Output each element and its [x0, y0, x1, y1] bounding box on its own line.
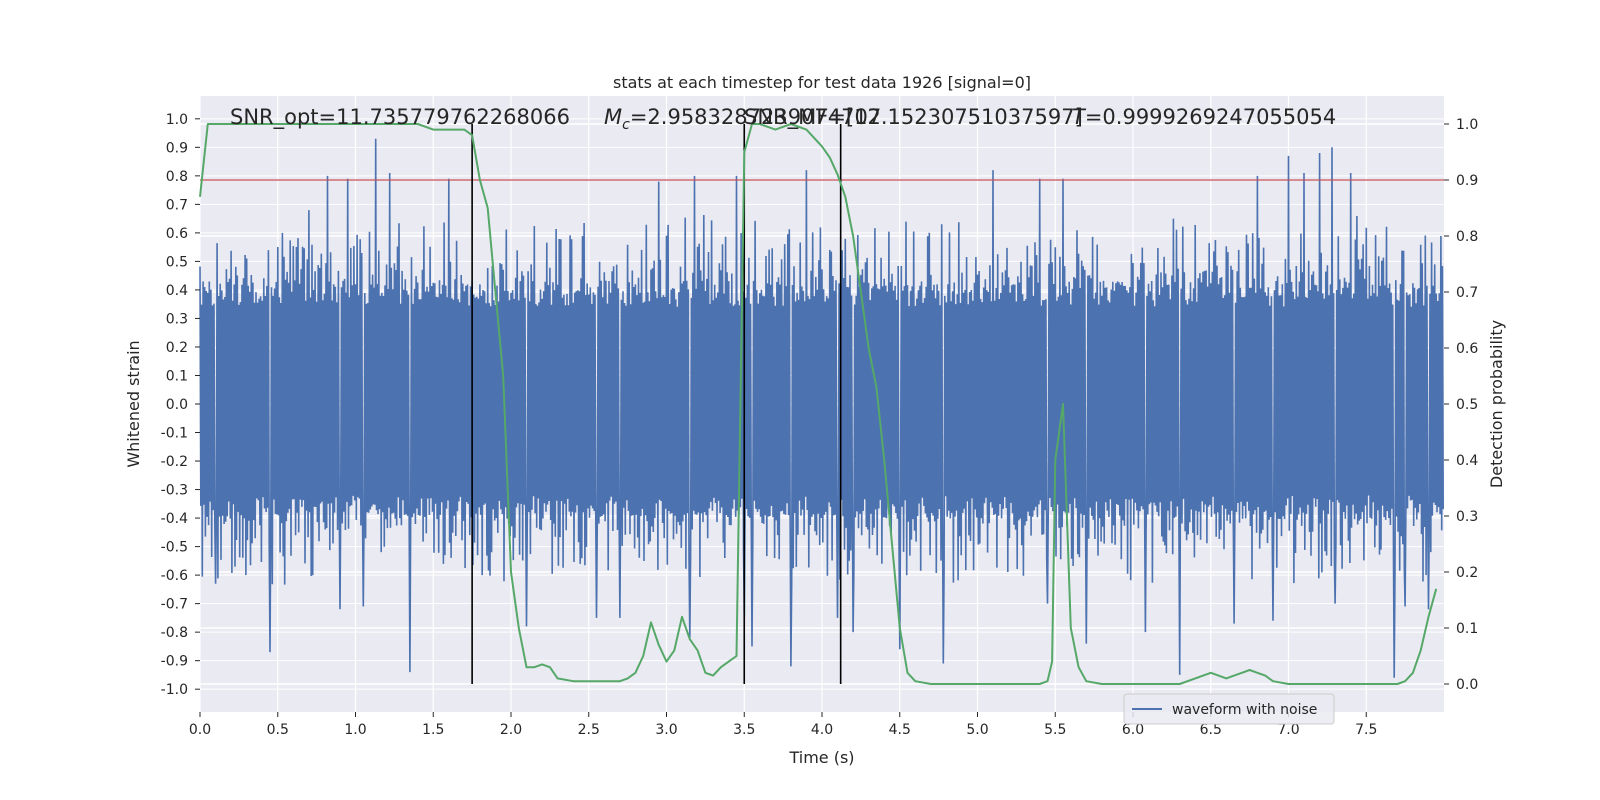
t-symbol: T — [1072, 105, 1087, 129]
left-y-tick-label: -0.5 — [161, 540, 188, 556]
left-y-tick-label: -0.7 — [161, 597, 188, 613]
x-tick-label: 5.5 — [1044, 722, 1066, 738]
x-tick-label: 4.5 — [889, 722, 911, 738]
snr-mf-annotation: SNR_MF=[12.15230751037597] — [744, 105, 1083, 130]
x-axis-label: Time (s) — [788, 748, 854, 767]
x-tick-label: 4.0 — [811, 722, 833, 738]
x-tick-label: 6.0 — [1122, 722, 1144, 738]
left-y-tick-label: 0.8 — [166, 169, 188, 185]
right-y-axis-ticks: 1.0 0.9 0.8 0.7 0.6 0.5 0.4 0.3 0.2 0.1 0.0 — [1444, 117, 1478, 693]
x-tick-label: 2.5 — [578, 722, 600, 738]
x-tick-label: 3.0 — [655, 722, 677, 738]
left-y-axis-label: Whitened strain — [124, 340, 143, 467]
right-y-tick-label: 0.0 — [1456, 677, 1478, 693]
x-tick-label: 0.0 — [189, 722, 211, 738]
t-value: =0.9999269247055054 — [1085, 105, 1336, 129]
left-y-axis-ticks: 1.0 0.9 0.8 0.7 0.6 0.5 0.4 0.3 0.2 0.1 0.0 -0.1 -0.… — [161, 112, 200, 698]
left-y-tick-label: 0.9 — [166, 140, 188, 156]
legend: waveform with noise — [1123, 693, 1335, 725]
x-tick-label: 2.0 — [500, 722, 522, 738]
left-y-tick-label: -0.3 — [161, 483, 188, 499]
x-tick-label: 0.5 — [267, 722, 289, 738]
right-y-tick-label: 0.9 — [1456, 173, 1478, 189]
right-y-tick-label: 0.6 — [1456, 341, 1478, 357]
right-y-tick-label: 0.7 — [1456, 285, 1478, 301]
left-y-tick-label: 1.0 — [166, 112, 188, 128]
legend-entry-waveform: waveform with noise — [1172, 702, 1317, 718]
x-tick-label: 5.0 — [966, 722, 988, 738]
x-tick-label: 7.5 — [1355, 722, 1377, 738]
left-y-tick-label: 0.1 — [166, 368, 188, 384]
right-y-tick-label: 0.8 — [1456, 229, 1478, 245]
chart-title: stats at each timestep for test data 192… — [613, 73, 1031, 92]
x-tick-label: 1.5 — [422, 722, 444, 738]
x-axis-ticks: 0.0 0.5 1.0 1.5 2.0 2.5 3.0 3.5 4.0 4.5 5.0 5.5 6.0 6… — [189, 712, 1377, 738]
left-y-tick-label: 0.7 — [166, 197, 188, 213]
right-y-tick-label: 0.5 — [1456, 397, 1478, 413]
chirp-mass-annotation: Mc=2.9583287239074707 — [604, 105, 881, 133]
left-y-tick-label: -0.6 — [161, 568, 188, 584]
left-y-tick-label: 0.6 — [166, 226, 188, 242]
detection-probability-line — [199, 123, 1438, 685]
t-annotation: T=0.9999269247055054 — [1072, 105, 1336, 129]
left-y-tick-label: 0.3 — [166, 311, 188, 327]
left-y-tick-label: -0.9 — [161, 654, 188, 670]
chirp-mass-value: =2.9583287239074707 — [630, 105, 881, 129]
left-y-tick-label: 0.2 — [166, 340, 188, 356]
left-y-tick-label: 0.4 — [166, 283, 188, 299]
left-y-tick-label: -0.1 — [161, 426, 188, 442]
snr-opt-annotation: SNR_opt=11.735779762268066 — [230, 105, 570, 130]
waveform-series — [199, 138, 1444, 678]
left-y-tick-label: -0.8 — [161, 625, 188, 641]
x-tick-label: 7.0 — [1277, 722, 1299, 738]
left-y-tick-label: -0.2 — [161, 454, 188, 470]
right-y-tick-label: 0.2 — [1456, 565, 1478, 581]
left-y-tick-label: 0.5 — [166, 254, 188, 270]
right-y-axis-label: Detection probability — [1487, 320, 1506, 488]
x-tick-label: 3.5 — [733, 722, 755, 738]
legend-box — [1123, 693, 1335, 725]
x-tick-label: 1.0 — [344, 722, 366, 738]
left-y-tick-label: -0.4 — [161, 511, 188, 527]
chirp-mass-symbol: M — [604, 105, 622, 129]
right-y-tick-label: 1.0 — [1456, 117, 1478, 133]
right-y-tick-label: 0.3 — [1456, 509, 1478, 525]
waveform-line — [199, 138, 1444, 678]
left-y-tick-label: 0.0 — [166, 397, 188, 413]
right-y-tick-label: 0.1 — [1456, 621, 1478, 637]
x-tick-label: 6.5 — [1200, 722, 1222, 738]
chirp-mass-subscript: c — [622, 117, 630, 133]
left-y-tick-label: -1.0 — [161, 682, 188, 698]
right-y-tick-label: 0.4 — [1456, 453, 1478, 469]
